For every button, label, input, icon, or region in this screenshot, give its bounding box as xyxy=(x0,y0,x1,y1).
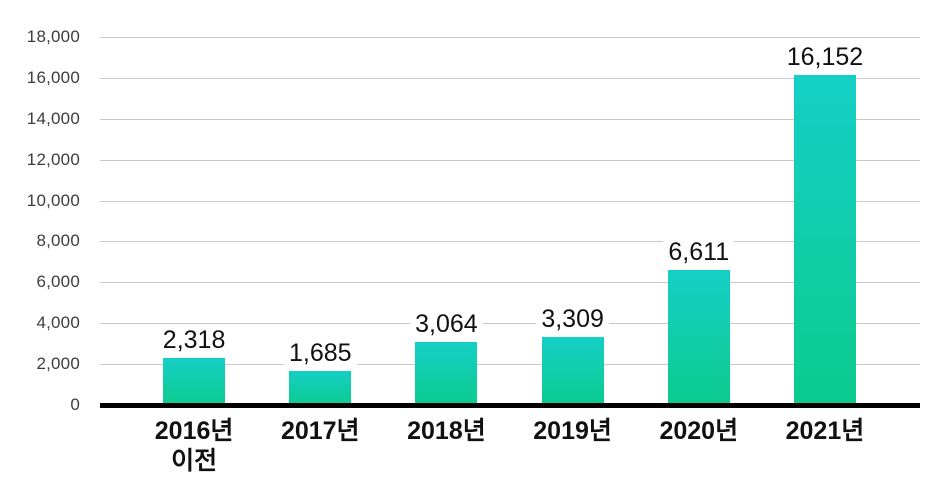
y-tick-label: 2,000 xyxy=(36,354,80,374)
gridline xyxy=(100,282,920,284)
x-axis-labels: 2016년 이전 2017년 2018년 2019년 2020년 2021년 xyxy=(131,416,888,476)
gridline xyxy=(100,200,920,202)
bar-value-label: 6,611 xyxy=(663,237,735,266)
y-tick-label: 0 xyxy=(70,395,80,414)
y-tick-label: 10,000 xyxy=(26,190,80,210)
y-tick-label: 14,000 xyxy=(26,108,80,128)
bar xyxy=(415,342,478,405)
bar-slot: 16,152 xyxy=(762,37,888,405)
x-axis-label: 2017년 xyxy=(280,417,360,445)
bar xyxy=(793,74,856,405)
gridline xyxy=(100,364,920,366)
bar xyxy=(163,357,226,405)
bar-slot: 1,685 xyxy=(257,37,383,405)
bar-slot: 3,309 xyxy=(510,37,636,405)
bar-value-label: 3,064 xyxy=(410,310,483,339)
bar-value-label: 3,309 xyxy=(536,305,609,334)
bar xyxy=(289,370,352,405)
bar-value-label: 2,318 xyxy=(157,325,231,354)
bar-value-label: 1,685 xyxy=(283,338,357,367)
y-tick-label: 12,000 xyxy=(26,149,80,169)
y-tick-label: 18,000 xyxy=(26,27,80,46)
gridline xyxy=(100,323,920,325)
gridline xyxy=(100,159,920,161)
bar xyxy=(667,269,730,405)
bars: 2,318 1,685 3,064 3,309 6,611 16,152 xyxy=(131,37,888,405)
x-axis-label: 2020년 xyxy=(659,417,739,445)
gridline xyxy=(100,118,920,120)
gridline xyxy=(100,37,920,38)
plot-area xyxy=(100,37,920,405)
bar-slot: 6,611 xyxy=(636,37,762,405)
x-axis-label: 2018년 xyxy=(407,417,486,445)
bar-slot: 3,064 xyxy=(383,37,509,405)
x-axis-label: 2021년 xyxy=(785,417,865,445)
y-tick-label: 8,000 xyxy=(36,231,80,251)
y-tick-label: 16,000 xyxy=(26,67,80,87)
gridline xyxy=(100,77,920,79)
bar-value-label: 16,152 xyxy=(781,42,869,71)
y-tick-label: 4,000 xyxy=(36,313,80,333)
x-axis-label: 2019년 xyxy=(533,417,612,445)
x-axis-label: 2016년 이전 xyxy=(154,417,234,475)
bar-slot: 2,318 xyxy=(131,37,257,405)
y-tick-label: 6,000 xyxy=(36,272,80,292)
gridline xyxy=(100,241,920,243)
bar xyxy=(541,337,604,405)
x-axis-line xyxy=(100,403,920,408)
